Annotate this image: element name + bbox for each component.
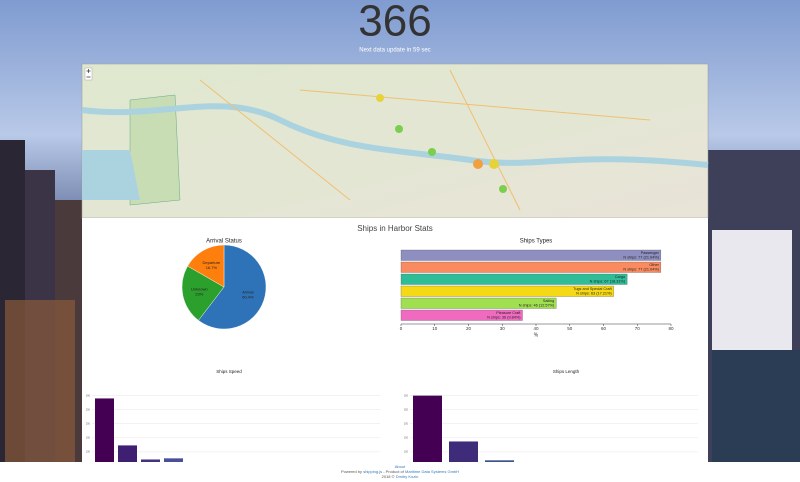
bar <box>400 297 557 309</box>
about-link[interactable]: About <box>394 464 406 469</box>
slice-value: 60.4% <box>242 295 254 300</box>
y-tick-label: 150 <box>404 436 409 439</box>
bar <box>400 309 523 321</box>
author-link[interactable]: Dmitry Kozin <box>395 474 419 479</box>
bar-label: Cargo <box>615 275 625 279</box>
slice-label: Arrival <box>242 290 253 295</box>
bar-label: Sailing <box>543 299 554 303</box>
pie-slice <box>187 244 225 288</box>
ship-count: 366 <box>358 0 431 46</box>
y-tick-label: 300 <box>404 394 409 397</box>
bar <box>95 398 114 480</box>
chart-title: Arrival Status <box>206 239 242 245</box>
y-tick-label: 200 <box>86 422 91 425</box>
y-tick-label: 200 <box>404 422 409 425</box>
slice-value: 16.7% <box>206 265 218 270</box>
powered-text: Powered by <box>340 469 363 474</box>
pie-slice <box>198 244 267 330</box>
bar-label: Other <box>649 263 659 267</box>
chart-title: Ships Length <box>553 369 580 374</box>
city-right <box>708 150 800 482</box>
y-tick-label: 100 <box>86 451 91 454</box>
slice-label: Unknown <box>191 287 208 292</box>
bar-value: N ships: 77 (21.04%) <box>623 256 659 260</box>
footer: About Powered by shipping.js - Product o… <box>0 462 800 482</box>
bar-label: Tugs and Special Craft <box>573 287 612 291</box>
company-link[interactable]: Maritime Data Systems GmbH <box>405 469 460 474</box>
powered-link[interactable]: shipping.js <box>363 469 383 474</box>
y-tick-label: 100 <box>404 451 409 454</box>
bar-value: N ships: 67 (18.31%) <box>590 280 626 284</box>
x-tick-label: 70 <box>635 326 641 331</box>
slice-label: Departure <box>202 260 221 265</box>
bar-value: N ships: 77 (21.04%) <box>623 268 659 272</box>
x-tick-label: 40 <box>533 326 539 331</box>
product-text: - Product of <box>383 469 404 474</box>
update-note: Next data update in 59 sec <box>359 48 430 54</box>
x-tick-label: 0 <box>400 326 403 331</box>
copyright: 2018 © <box>381 474 395 479</box>
x-tick-label: 80 <box>668 326 674 331</box>
x-tick-label: 20 <box>466 326 472 331</box>
city-left <box>0 140 82 482</box>
bar-value: N ships: 36 (9.84%) <box>487 316 521 320</box>
chart-title: Ships Types <box>520 239 553 245</box>
bar <box>400 285 614 297</box>
y-tick-label: 250 <box>404 408 409 411</box>
x-axis-label: % <box>534 332 539 338</box>
x-tick-label: 10 <box>432 326 438 331</box>
bar-label: Pleasure Craft <box>496 311 521 315</box>
slice-value: 23% <box>195 292 203 297</box>
y-tick-label: 250 <box>86 408 91 411</box>
y-tick-label: 150 <box>86 436 91 439</box>
x-tick-label: 60 <box>601 326 607 331</box>
bar-value: N ships: 46 (12.57%) <box>519 304 555 308</box>
chart-title: Ships Speed <box>216 369 242 374</box>
stats-title: Ships in Harbor Stats <box>357 224 433 233</box>
x-tick-label: 50 <box>567 326 573 331</box>
bar <box>400 249 662 261</box>
bar <box>400 261 662 273</box>
pie-slice <box>181 265 225 321</box>
bar <box>400 273 628 285</box>
y-tick-label: 300 <box>86 394 91 397</box>
map[interactable] <box>81 63 709 219</box>
bar-value: N ships: 63 (17.21%) <box>576 292 612 296</box>
x-tick-label: 30 <box>500 326 506 331</box>
bar-label: Passenger <box>641 251 660 255</box>
